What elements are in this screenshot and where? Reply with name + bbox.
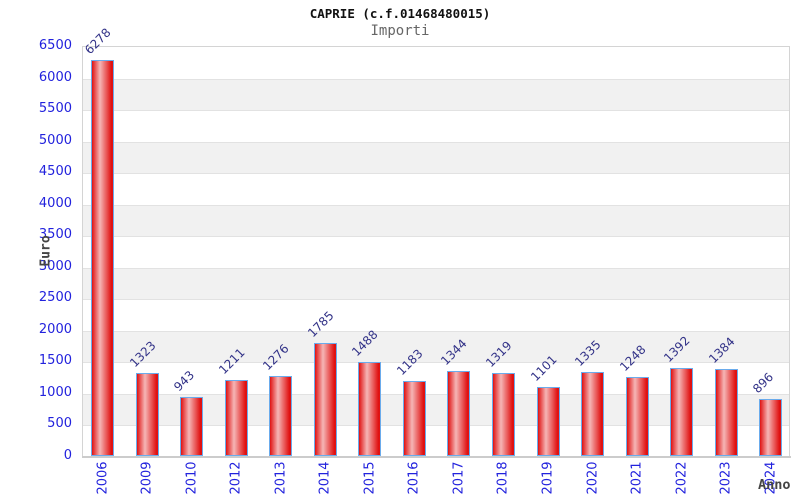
bar [313, 343, 337, 456]
y-axis-label: Euro [38, 235, 54, 267]
chart-title: CAPRIE (c.f.01468480015) [309, 6, 491, 21]
grid-band [83, 141, 789, 174]
bar [491, 372, 515, 456]
grid-line [83, 393, 789, 395]
bar [447, 371, 471, 456]
x-tick-label: 2015 [362, 461, 378, 495]
y-tick-label: 3500 [38, 227, 72, 243]
y-tick-label: 6000 [38, 69, 72, 85]
y-tick-label: 6500 [38, 38, 72, 53]
bar [135, 372, 159, 456]
x-tick-label: 2021 [629, 461, 645, 495]
grid-band [83, 204, 789, 237]
grid-band [83, 78, 789, 111]
x-tick-label: 2016 [406, 461, 422, 495]
grid-line [83, 362, 789, 364]
y-tick-label: 500 [47, 416, 72, 432]
y-tick-label: 5000 [38, 132, 72, 148]
bar [581, 371, 605, 456]
x-tick-label: 2020 [585, 461, 601, 495]
x-tick-label: 2023 [718, 461, 734, 495]
x-tick-label: 2019 [540, 461, 556, 495]
grid-line [83, 204, 789, 206]
x-axis-line [82, 456, 791, 458]
plot-area [82, 46, 790, 456]
bar [536, 386, 560, 456]
grid-line [83, 78, 789, 80]
grid-line [83, 330, 789, 332]
bar [402, 381, 426, 456]
y-tick-label: 0 [63, 448, 72, 463]
bar [670, 368, 694, 456]
chart-subtitle: Importi [370, 23, 430, 39]
bar [625, 377, 649, 456]
x-tick-label: 2010 [184, 461, 200, 495]
grid-line [83, 299, 789, 301]
bar [759, 399, 783, 456]
y-tick-label: 4500 [38, 164, 72, 180]
x-tick-label: 2009 [139, 461, 155, 495]
grid-band [83, 267, 789, 300]
x-tick-label: 2022 [674, 461, 690, 495]
grid-line [83, 110, 789, 112]
y-tick-label: 1000 [38, 384, 72, 400]
y-tick-label: 3000 [38, 258, 72, 274]
y-tick-label: 2000 [38, 321, 72, 337]
grid-line [83, 141, 789, 143]
x-tick-label: 2014 [317, 461, 333, 495]
grid-line [83, 267, 789, 269]
grid-line [83, 236, 789, 238]
bar [269, 375, 293, 456]
x-tick-label: 2012 [228, 461, 244, 495]
bar [180, 396, 204, 456]
x-tick-label: 2018 [495, 461, 511, 495]
y-tick-label: 5500 [38, 101, 72, 117]
grid-band [83, 330, 789, 363]
bar [358, 362, 382, 456]
x-axis-label: Anno [758, 477, 791, 493]
bar [224, 379, 248, 456]
grid-line [83, 425, 789, 427]
bar [91, 60, 114, 456]
x-tick-label: 2013 [273, 461, 289, 495]
bar [714, 368, 738, 456]
grid-line [83, 173, 789, 175]
y-tick-label: 1500 [38, 353, 72, 369]
y-tick-label: 2500 [38, 290, 72, 306]
y-tick-label: 4000 [38, 195, 72, 211]
x-tick-label: 2017 [451, 461, 467, 495]
x-tick-label: 2006 [95, 461, 110, 495]
